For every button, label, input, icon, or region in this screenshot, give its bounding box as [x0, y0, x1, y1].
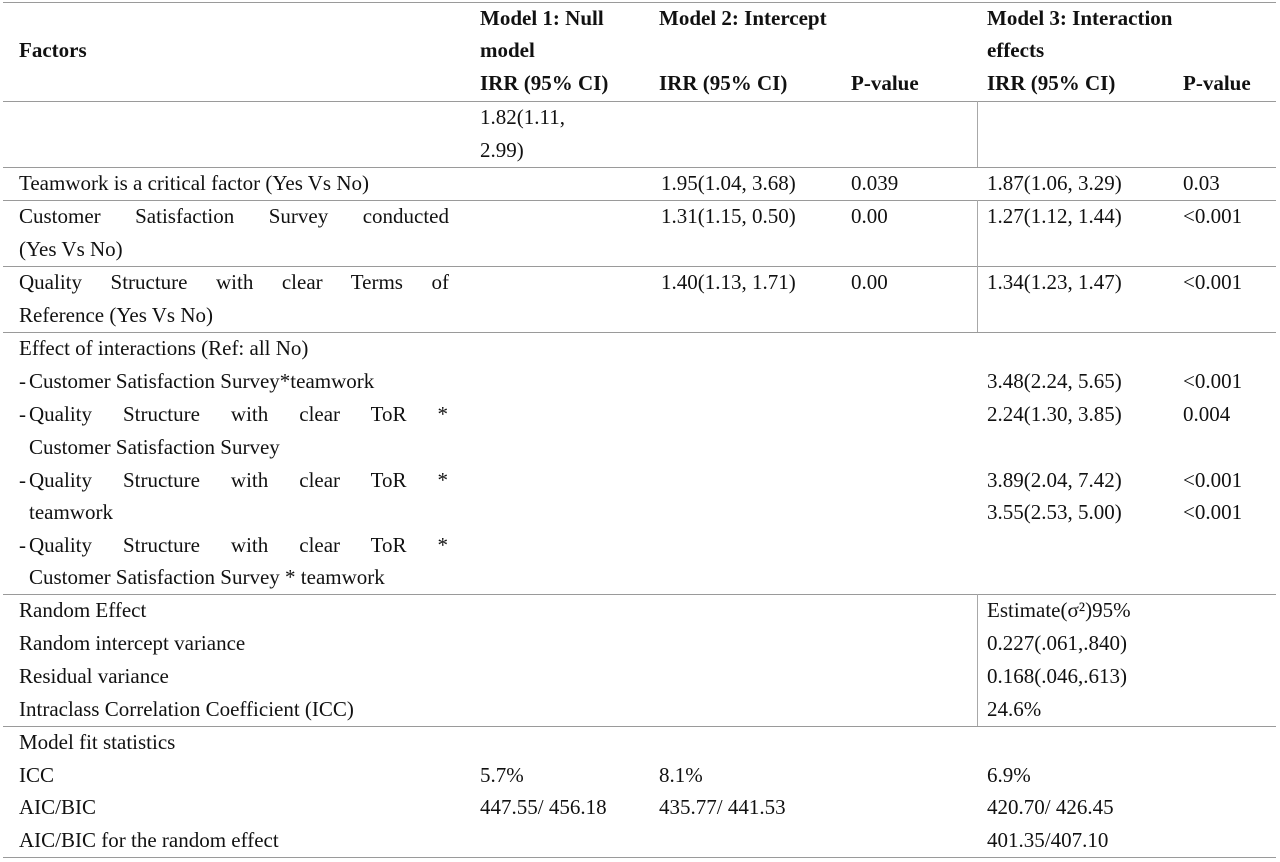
section-rule	[3, 594, 1276, 595]
null-model-irr-line1: 1.82(1.11,	[480, 105, 565, 129]
fit-aic-random-label: AIC/BIC for the random effect	[19, 828, 279, 852]
fit-icc-model2: 8.1%	[659, 763, 703, 787]
interaction-4-label-line1: Quality Structure with clear ToR *	[29, 533, 448, 557]
interaction-3-label-line1: Quality Structure with clear ToR *	[29, 468, 448, 492]
interaction-1-model3-irr: 3.48(2.24, 5.65)	[987, 369, 1122, 393]
interaction-3-model3-irr: 3.89(2.04, 7.42)	[987, 468, 1122, 492]
fit-icc-model3: 6.9%	[987, 763, 1031, 787]
column-divider	[977, 594, 978, 726]
header-irr-model1: IRR (95% CI)	[480, 71, 609, 95]
css-model2-p: 0.00	[851, 204, 888, 228]
quality-model3-irr: 1.34(1.23, 1.47)	[987, 270, 1122, 294]
fit-heading: Model fit statistics	[19, 730, 176, 754]
interaction-2-label-line1: Quality Structure with clear ToR *	[29, 402, 448, 426]
header-irr-model3: IRR (95% CI)	[987, 71, 1116, 95]
fit-aic-model2: 435.77/ 441.53	[659, 795, 786, 819]
teamwork-model3-p: 0.03	[1183, 171, 1220, 195]
header-model3-line2: effects	[987, 38, 1045, 62]
interaction-3-label-line2: teamwork	[29, 500, 113, 524]
quality-model3-p: <0.001	[1183, 270, 1243, 294]
fit-icc-model1: 5.7%	[480, 763, 524, 787]
teamwork-model2-p: 0.039	[851, 171, 899, 195]
fit-aic-label: AIC/BIC	[19, 795, 97, 819]
fit-aic-random-model3: 401.35/407.10	[987, 828, 1109, 852]
css-model3-p: <0.001	[1183, 204, 1243, 228]
interaction-4-model3-irr: 3.55(2.53, 5.00)	[987, 500, 1122, 524]
teamwork-model2-irr: 1.95(1.04, 3.68)	[661, 171, 796, 195]
random-effect-estimate-header: Estimate(σ²)95%	[987, 598, 1131, 622]
random-effect-heading: Random Effect	[19, 598, 147, 622]
interaction-4-model3-p: <0.001	[1183, 500, 1243, 524]
interaction-4-dash: -	[19, 533, 26, 557]
fit-icc-label: ICC	[19, 763, 55, 787]
random-intercept-value: 0.227(.061,.840)	[987, 631, 1127, 655]
header-rule	[3, 101, 1276, 102]
quality-model2-p: 0.00	[851, 270, 888, 294]
interaction-2-dash: -	[19, 402, 26, 426]
css-label-line2: (Yes Vs No)	[19, 237, 123, 261]
null-model-irr-line2: 2.99)	[480, 138, 524, 162]
random-intercept-label: Random intercept variance	[19, 631, 246, 655]
interaction-1-dash: -	[19, 369, 26, 393]
row-rule	[3, 266, 1276, 267]
teamwork-model3-irr: 1.87(1.06, 3.29)	[987, 171, 1122, 195]
fit-aic-model1: 447.55/ 456.18	[480, 795, 607, 819]
interaction-4-label-line2: Customer Satisfaction Survey * teamwork	[29, 565, 385, 589]
icc-random-label: Intraclass Correlation Coefficient (ICC)	[19, 697, 354, 721]
interaction-2-label-line2: Customer Satisfaction Survey	[29, 435, 280, 459]
interaction-3-dash: -	[19, 468, 26, 492]
residual-variance-value: 0.168(.046,.613)	[987, 664, 1127, 688]
fit-aic-model3: 420.70/ 426.45	[987, 795, 1114, 819]
header-pvalue-model3: P-value	[1183, 71, 1251, 95]
teamwork-label: Teamwork is a critical factor (Yes Vs No…	[19, 171, 369, 195]
interaction-2-model3-p: 0.004	[1183, 402, 1231, 426]
css-label-line1: Customer Satisfaction Survey conducted	[19, 204, 449, 228]
quality-model2-irr: 1.40(1.13, 1.71)	[661, 270, 796, 294]
header-irr-model2: IRR (95% CI)	[659, 71, 788, 95]
header-factors: Factors	[19, 38, 87, 62]
header-pvalue-model2: P-value	[851, 71, 919, 95]
header-model3-line1: Model 3: Interaction	[987, 6, 1173, 30]
table-top-rule	[3, 2, 1276, 3]
section-rule	[3, 726, 1276, 727]
interaction-1-label: Customer Satisfaction Survey*teamwork	[29, 369, 375, 393]
quality-label-line1: Quality Structure with clear Terms of	[19, 270, 449, 294]
interaction-2-model3-irr: 2.24(1.30, 3.85)	[987, 402, 1122, 426]
row-rule	[3, 167, 1276, 168]
quality-label-line2: Reference (Yes Vs No)	[19, 303, 214, 327]
css-model2-irr: 1.31(1.15, 0.50)	[661, 204, 796, 228]
icc-random-value: 24.6%	[987, 697, 1042, 721]
header-model1-line1: Model 1: Null	[480, 6, 604, 30]
interactions-heading: Effect of interactions (Ref: all No)	[19, 336, 309, 360]
header-model1-line2: model	[480, 38, 535, 62]
header-model2: Model 2: Intercept	[659, 6, 827, 30]
row-rule	[3, 332, 1276, 333]
column-divider	[977, 200, 978, 332]
row-rule	[3, 200, 1276, 201]
table-bottom-rule	[3, 857, 1276, 858]
interaction-3-model3-p: <0.001	[1183, 468, 1243, 492]
css-model3-irr: 1.27(1.12, 1.44)	[987, 204, 1122, 228]
interaction-1-model3-p: <0.001	[1183, 369, 1243, 393]
residual-variance-label: Residual variance	[19, 664, 169, 688]
column-divider	[977, 101, 978, 167]
